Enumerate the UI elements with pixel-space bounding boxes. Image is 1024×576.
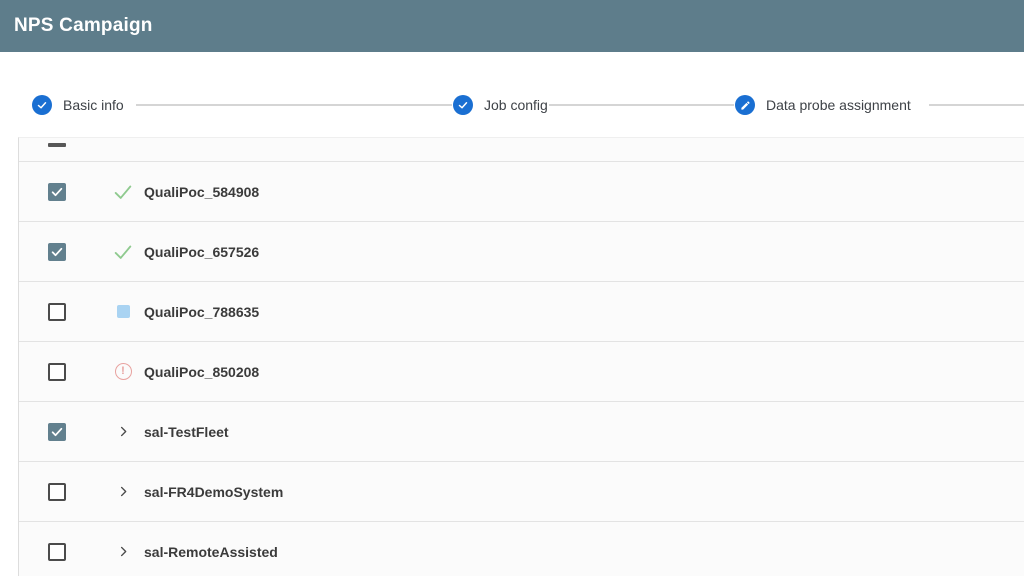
status-icon-slot (111, 540, 135, 564)
cutoff-checkbox[interactable] (48, 143, 66, 147)
row-checkbox[interactable] (48, 362, 66, 381)
check-icon (37, 102, 47, 109)
success-check-icon (114, 245, 132, 259)
step-active-circle (735, 95, 755, 115)
row-checkbox[interactable] (48, 242, 66, 261)
row-checkbox[interactable] (48, 542, 66, 561)
checkmark-icon (51, 247, 63, 256)
step-basic-info[interactable]: Basic info (32, 95, 124, 115)
probe-label: sal-TestFleet (144, 423, 229, 440)
step-label: Basic info (63, 97, 124, 113)
probe-row-cutoff (19, 138, 1024, 162)
probe-label: QualiPoc_657526 (144, 243, 260, 260)
probe-row[interactable]: sal-TestFleet (19, 402, 1024, 462)
chevron-right-icon[interactable] (116, 424, 131, 439)
probe-row[interactable]: sal-FR4DemoSystem (19, 462, 1024, 522)
blue-square-status-icon (116, 305, 130, 318)
row-checkbox[interactable] (48, 182, 66, 201)
checkmark-icon (51, 427, 63, 436)
status-icon-slot (111, 300, 135, 324)
probe-label: QualiPoc_850208 (144, 363, 260, 380)
status-icon-slot (111, 480, 135, 504)
step-job-config[interactable]: Job config (453, 95, 548, 115)
stepper-connector (929, 104, 1024, 106)
probe-label: QualiPoc_788635 (144, 303, 260, 320)
chevron-right-icon[interactable] (116, 484, 131, 499)
step-completed-circle (32, 95, 52, 115)
step-label: Job config (484, 97, 548, 113)
probe-row[interactable]: sal-RemoteAssisted (19, 522, 1024, 576)
step-data-probe-assignment[interactable]: Data probe assignment (735, 95, 911, 115)
status-icon-slot (111, 240, 135, 264)
probe-label: sal-RemoteAssisted (144, 543, 278, 560)
probe-row[interactable]: QualiPoc_584908 (19, 162, 1024, 222)
alert-glyph: ! (121, 365, 125, 377)
stepper: Basic info Job config Data probe assignm… (0, 0, 1024, 133)
check-icon (458, 102, 468, 109)
stepper-connector (136, 104, 452, 106)
probe-row[interactable]: QualiPoc_788635 (19, 282, 1024, 342)
chevron-right-icon[interactable] (116, 544, 131, 559)
stepper-connector (549, 104, 734, 106)
probe-label: QualiPoc_584908 (144, 183, 260, 200)
titlebar: NPS Campaign (0, 0, 1024, 52)
probe-rows-container: QualiPoc_584908 QualiPoc_657526 QualiPoc… (19, 162, 1024, 576)
checkmark-icon (51, 187, 63, 196)
row-checkbox[interactable] (48, 302, 66, 321)
page-title: NPS Campaign (14, 15, 153, 36)
probe-list[interactable]: QualiPoc_584908 QualiPoc_657526 QualiPoc… (18, 137, 1024, 576)
step-completed-circle (453, 95, 473, 115)
row-checkbox[interactable] (48, 422, 66, 441)
status-icon-slot: ! (111, 360, 135, 384)
row-checkbox[interactable] (48, 482, 66, 501)
pencil-icon (740, 100, 750, 110)
status-icon-slot (111, 180, 135, 204)
probe-label: sal-FR4DemoSystem (144, 483, 284, 500)
success-check-icon (114, 185, 132, 199)
probe-row[interactable]: ! QualiPoc_850208 (19, 342, 1024, 402)
probe-row[interactable]: QualiPoc_657526 (19, 222, 1024, 282)
alert-circle-icon: ! (114, 363, 132, 380)
status-icon-slot (111, 420, 135, 444)
step-label: Data probe assignment (766, 97, 911, 113)
